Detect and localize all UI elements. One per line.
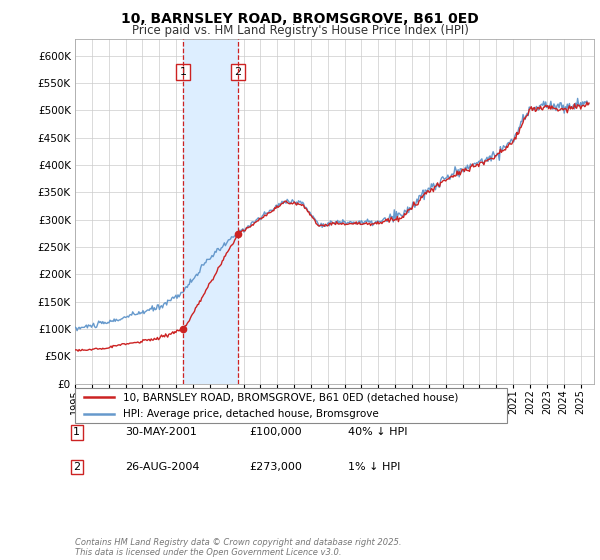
Text: 30-MAY-2001: 30-MAY-2001 — [125, 427, 197, 437]
Text: HPI: Average price, detached house, Bromsgrove: HPI: Average price, detached house, Brom… — [122, 409, 378, 419]
FancyBboxPatch shape — [75, 388, 507, 423]
Text: 2: 2 — [73, 462, 80, 472]
Text: 10, BARNSLEY ROAD, BROMSGROVE, B61 0ED: 10, BARNSLEY ROAD, BROMSGROVE, B61 0ED — [121, 12, 479, 26]
Text: £273,000: £273,000 — [249, 462, 302, 472]
Text: Contains HM Land Registry data © Crown copyright and database right 2025.
This d: Contains HM Land Registry data © Crown c… — [75, 538, 401, 557]
Text: 1: 1 — [73, 427, 80, 437]
Text: Price paid vs. HM Land Registry's House Price Index (HPI): Price paid vs. HM Land Registry's House … — [131, 24, 469, 36]
Text: 1: 1 — [179, 67, 187, 77]
Text: 1% ↓ HPI: 1% ↓ HPI — [348, 462, 400, 472]
Text: 10, BARNSLEY ROAD, BROMSGROVE, B61 0ED (detached house): 10, BARNSLEY ROAD, BROMSGROVE, B61 0ED (… — [122, 393, 458, 403]
Bar — [183, 39, 238, 384]
Text: £100,000: £100,000 — [249, 427, 302, 437]
Text: 2: 2 — [234, 67, 241, 77]
Text: 26-AUG-2004: 26-AUG-2004 — [125, 462, 199, 472]
Text: 40% ↓ HPI: 40% ↓ HPI — [348, 427, 407, 437]
